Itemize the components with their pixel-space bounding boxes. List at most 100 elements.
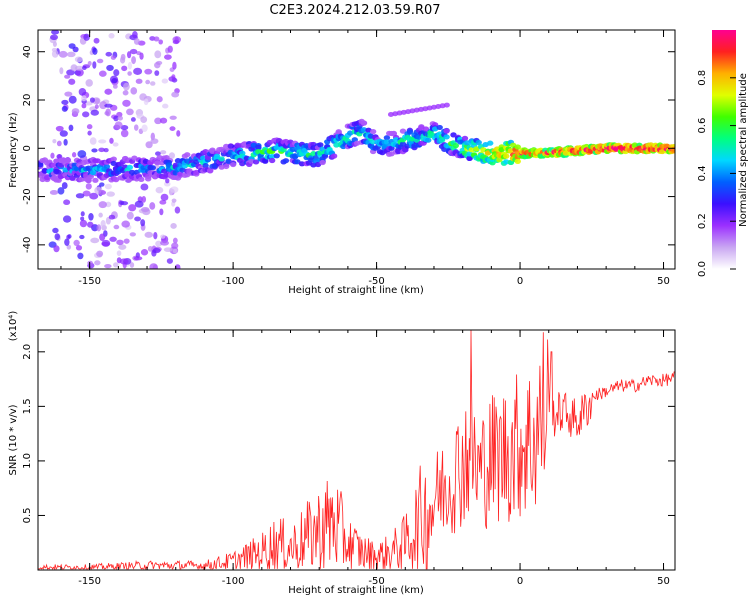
colorbar-label: Normalized spectral amplitude: [738, 73, 749, 227]
spectrogram-cell: [113, 224, 120, 230]
spectrogram-cell: [78, 88, 87, 96]
spectrogram-cell: [466, 155, 473, 161]
snr-y-tick-label: 1.0: [22, 453, 33, 469]
spectrogram-cell: [49, 190, 59, 195]
spectrogram-cell: [128, 204, 137, 212]
spectrogram-cell: [159, 150, 167, 155]
spectrogram-cell: [50, 162, 58, 168]
spectrogram-cell: [89, 97, 95, 103]
spectrogram-cell: [126, 211, 134, 220]
spectrogram-cell: [51, 47, 58, 53]
spectrogram-cell: [163, 154, 170, 161]
spectrogram-cell: [92, 177, 99, 183]
spectrogram-cell: [514, 144, 521, 150]
spectrogram-cell: [153, 231, 158, 240]
spectrogram-y-tick-label: -20: [22, 188, 33, 204]
spectrogram-cell: [130, 87, 138, 95]
spectrogram-cell: [172, 248, 178, 254]
spectrogram-cell: [80, 211, 85, 217]
spectrogram-cell: [69, 175, 76, 181]
spectrogram-cell: [152, 264, 158, 269]
colorbar-tick-label: 0.2: [697, 213, 708, 229]
spectrogram-cell: [140, 206, 150, 213]
spectrogram-cell: [59, 67, 64, 75]
spectrogram-cell: [62, 215, 72, 223]
spectrogram-cell: [67, 234, 72, 239]
spectrogram-cell: [369, 128, 377, 135]
spectrogram-cell: [252, 159, 260, 165]
spectrogram-cell: [154, 61, 161, 69]
spectrogram-cell: [127, 71, 132, 76]
spectrogram-cell: [90, 109, 99, 116]
spectrogram-cell: [156, 155, 163, 161]
spectrogram-cell: [206, 168, 214, 174]
spectrogram-cell: [59, 130, 68, 137]
spectrogram-cell: [68, 95, 77, 104]
spectrogram-cell: [113, 115, 119, 122]
spectrogram-cell: [461, 135, 469, 141]
spectrogram-cell: [151, 249, 157, 257]
spectrogram-cell: [475, 139, 482, 146]
spectrogram-cell: [127, 61, 133, 70]
spectrogram-cell: [94, 104, 99, 109]
spectrogram-cell: [64, 238, 70, 246]
spectrogram-cell: [99, 101, 108, 110]
spectrogram-cell: [158, 39, 164, 45]
spectrogram-cell: [83, 33, 90, 41]
spectrogram-cell: [118, 244, 127, 250]
spectrogram-cell: [77, 252, 84, 260]
spectrogram-cell: [57, 187, 65, 195]
spectrogram-cell: [132, 31, 138, 39]
spectrogram-cell: [163, 247, 173, 253]
spectrogram-cell: [126, 51, 132, 59]
spectrogram-cell: [120, 125, 129, 131]
spectrogram-x-tick-label: -100: [222, 276, 245, 287]
spectrogram-cell: [360, 120, 368, 126]
spectrogram-cell: [169, 115, 177, 120]
spectrogram-cell: [268, 157, 276, 164]
spectrogram-cell: [168, 152, 176, 159]
spectrogram-cell: [104, 263, 112, 269]
spectrogram-y-tick-label: -40: [22, 237, 33, 253]
spectrogram-x-label: Height of straight line (km): [288, 285, 424, 296]
spectrogram-cell: [154, 160, 161, 166]
snr-panel: -150 -100 -50 0 50 0.5 1.0 1.5 2.0 Height of str…: [8, 311, 676, 596]
spectrogram-cell: [154, 70, 160, 76]
spectrogram-cell: [75, 193, 85, 199]
spectrogram-cell: [145, 141, 153, 149]
spectrogram-cell: [110, 156, 117, 162]
spectrogram-cell: [82, 65, 87, 71]
spectrogram-cell: [87, 60, 92, 67]
spectrogram-cell: [109, 236, 117, 242]
spectrogram-cell: [133, 38, 140, 45]
spectrogram-cell: [514, 158, 521, 164]
spectrogram-cell: [92, 61, 97, 69]
spectrogram-panel: -150 -100 -50 0 50 40 20 0 -20 -40 Height of stra…: [8, 29, 676, 296]
spectrogram-cell: [145, 79, 151, 85]
spectrogram-cell: [131, 56, 136, 65]
spectrogram-cell: [79, 234, 85, 240]
spectrogram-cell: [165, 178, 170, 184]
spectrogram-cell: [147, 245, 153, 252]
spectrogram-cell: [123, 82, 130, 91]
spectrogram-cell: [109, 137, 114, 144]
spectrogram-cell: [172, 61, 177, 70]
spectrogram-cell: [162, 103, 169, 109]
colorbar-tick-label: 0.8: [697, 70, 708, 86]
snr-plot-area: [38, 330, 675, 570]
spectrogram-cell: [171, 91, 180, 98]
spectrogram-cell: [64, 74, 71, 79]
spectrogram-cell: [163, 181, 171, 187]
snr-x-tick-label: -150: [78, 576, 101, 587]
spectrogram-cell: [139, 52, 144, 60]
spectrogram-cell: [438, 137, 446, 143]
spectrogram-cell: [130, 117, 136, 122]
spectrogram-cell: [91, 148, 98, 153]
spectrogram-cell: [103, 148, 109, 153]
spectrogram-cell: [171, 198, 177, 203]
spectrogram-cell: [104, 183, 112, 190]
spectrogram-cell: [218, 156, 225, 162]
spectrogram-cell: [94, 260, 101, 266]
spectrogram-cell: [140, 116, 148, 123]
spectrogram-cell: [68, 43, 76, 49]
